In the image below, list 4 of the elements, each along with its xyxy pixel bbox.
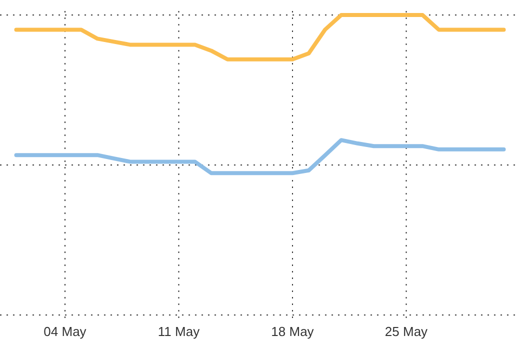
x-tick-label: 25 May xyxy=(384,324,428,339)
x-tick-label: 11 May xyxy=(158,324,200,339)
x-tick-label: 04 May xyxy=(44,324,87,339)
x-tick-label: 18 May xyxy=(271,324,314,339)
